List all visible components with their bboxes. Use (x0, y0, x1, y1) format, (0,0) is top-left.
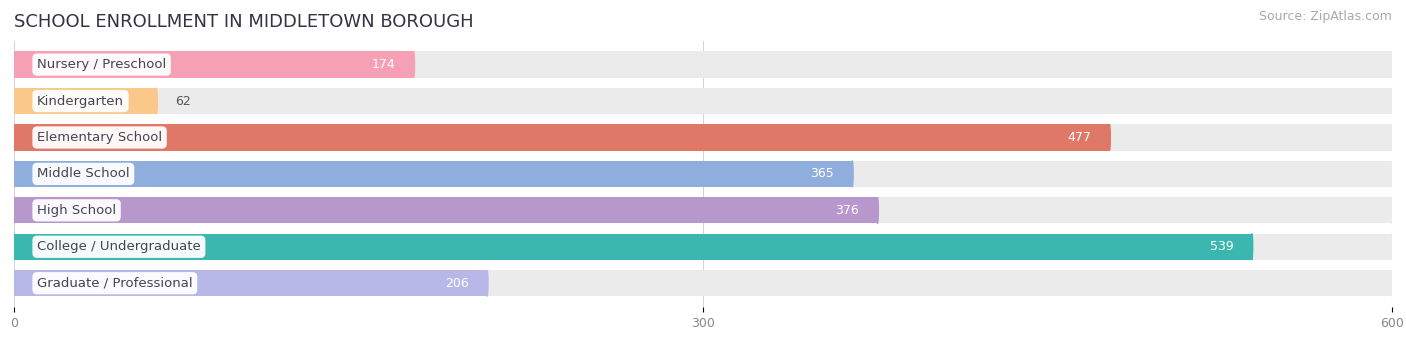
Circle shape (13, 88, 15, 114)
Circle shape (1391, 88, 1393, 114)
Circle shape (13, 161, 15, 187)
Text: Graduate / Professional: Graduate / Professional (37, 277, 193, 290)
Text: College / Undergraduate: College / Undergraduate (37, 240, 201, 253)
Text: High School: High School (37, 204, 117, 217)
Circle shape (13, 161, 15, 187)
Circle shape (1391, 51, 1393, 78)
Bar (14, 197, 877, 223)
Text: Elementary School: Elementary School (37, 131, 162, 144)
Text: 174: 174 (371, 58, 395, 71)
Bar (14, 270, 1392, 296)
Circle shape (156, 88, 157, 114)
Circle shape (13, 234, 15, 260)
Circle shape (1391, 234, 1393, 260)
Circle shape (13, 88, 15, 114)
Text: Kindergarten: Kindergarten (37, 94, 124, 107)
Circle shape (486, 270, 488, 296)
Bar (14, 161, 852, 187)
Bar (14, 88, 1392, 114)
Text: Source: ZipAtlas.com: Source: ZipAtlas.com (1258, 10, 1392, 23)
Circle shape (1391, 124, 1393, 151)
Text: 539: 539 (1209, 240, 1233, 253)
Bar (14, 51, 413, 78)
Bar (14, 88, 156, 114)
Bar (14, 124, 1392, 151)
Circle shape (13, 234, 15, 260)
Bar (14, 234, 1392, 260)
Bar (14, 197, 1392, 223)
Text: 376: 376 (835, 204, 859, 217)
Bar (14, 51, 1392, 78)
Text: 62: 62 (174, 94, 191, 107)
Circle shape (13, 197, 15, 223)
Text: 365: 365 (810, 167, 834, 180)
Circle shape (1391, 197, 1393, 223)
Bar (14, 161, 1392, 187)
Bar (14, 234, 1251, 260)
Text: SCHOOL ENROLLMENT IN MIDDLETOWN BOROUGH: SCHOOL ENROLLMENT IN MIDDLETOWN BOROUGH (14, 13, 474, 31)
Circle shape (1109, 124, 1111, 151)
Circle shape (13, 124, 15, 151)
Circle shape (852, 161, 853, 187)
Text: 477: 477 (1067, 131, 1091, 144)
Circle shape (13, 51, 15, 78)
Circle shape (13, 270, 15, 296)
Circle shape (13, 51, 15, 78)
Bar (14, 270, 486, 296)
Circle shape (413, 51, 415, 78)
Circle shape (13, 124, 15, 151)
Circle shape (877, 197, 879, 223)
Text: 206: 206 (446, 277, 468, 290)
Circle shape (13, 270, 15, 296)
Text: Middle School: Middle School (37, 167, 129, 180)
Circle shape (1251, 234, 1253, 260)
Circle shape (13, 197, 15, 223)
Text: Nursery / Preschool: Nursery / Preschool (37, 58, 166, 71)
Bar (14, 124, 1109, 151)
Circle shape (1391, 270, 1393, 296)
Circle shape (1391, 161, 1393, 187)
